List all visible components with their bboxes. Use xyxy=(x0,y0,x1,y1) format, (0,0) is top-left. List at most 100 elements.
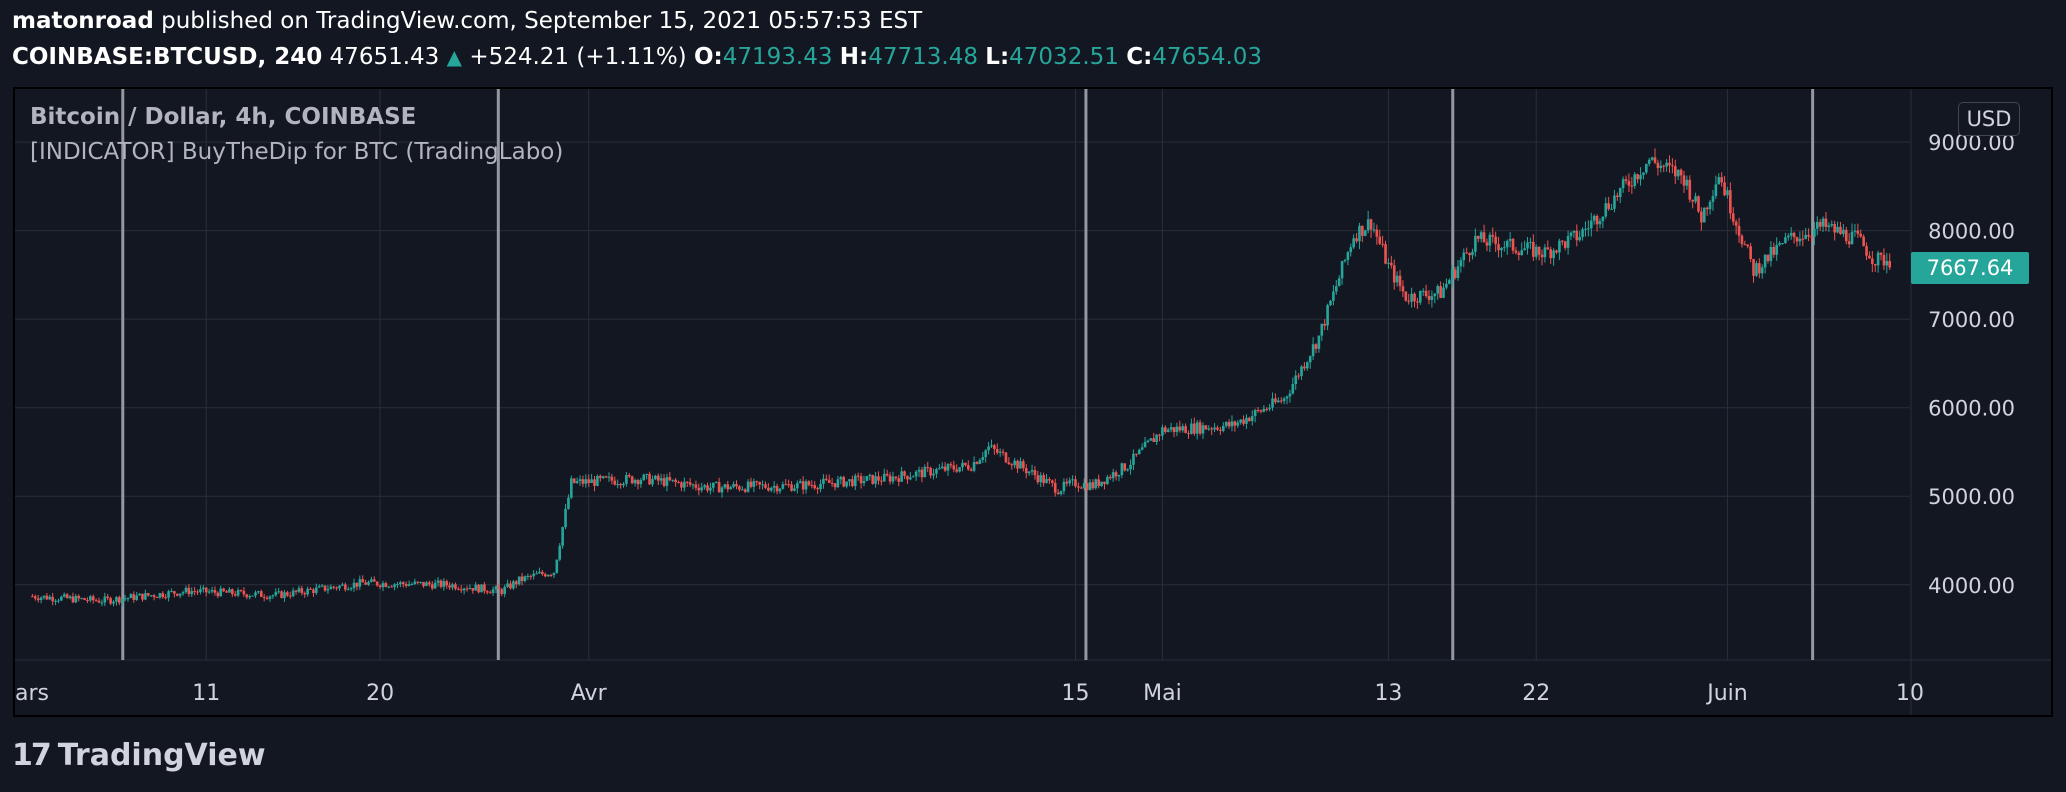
candle-body xyxy=(1572,230,1576,233)
candle-body xyxy=(1004,452,1008,463)
candle-body xyxy=(225,591,228,593)
indicator-legend[interactable]: [INDICATOR] BuyTheDip for BTC (TradingLa… xyxy=(30,139,564,165)
candle-body xyxy=(862,480,866,484)
candle-body xyxy=(254,592,257,596)
candle-body xyxy=(523,576,527,582)
candle-body xyxy=(303,593,307,595)
candle-body xyxy=(387,586,391,588)
candle-body xyxy=(338,585,341,589)
candle-body xyxy=(1888,261,1892,268)
candle-body xyxy=(271,595,275,597)
candle-body xyxy=(283,592,286,598)
y-tick-label: 6000.00 xyxy=(1928,397,2015,421)
candle-body xyxy=(497,586,501,590)
candle-body xyxy=(514,581,518,585)
candle-body xyxy=(1392,265,1396,283)
candle-body xyxy=(1279,400,1283,402)
candle-body xyxy=(1645,163,1648,173)
candle-body xyxy=(1827,225,1831,227)
candle-body xyxy=(1476,235,1480,239)
candle-body xyxy=(1407,300,1411,302)
currency-button[interactable]: USD xyxy=(1958,102,2020,136)
candle-body xyxy=(778,488,782,492)
candle-body xyxy=(535,573,538,575)
candle-body xyxy=(1801,238,1805,240)
candle-body xyxy=(929,467,932,476)
candle-body xyxy=(923,466,927,478)
candle-body xyxy=(419,581,422,583)
candle-body xyxy=(1847,241,1851,245)
candle-body xyxy=(1390,262,1393,266)
candle-body xyxy=(306,588,309,595)
candle-body xyxy=(141,593,144,600)
candle-body xyxy=(1320,323,1324,336)
candle-body xyxy=(1491,234,1495,237)
x-tick-label: Mai xyxy=(1143,681,1182,706)
candle-body xyxy=(268,596,272,599)
candle-body xyxy=(355,582,359,587)
candle-body xyxy=(775,485,779,492)
candle-body xyxy=(196,591,199,593)
candle-body xyxy=(1647,159,1651,164)
candle-body xyxy=(1224,422,1228,426)
candle-body xyxy=(1001,451,1005,453)
candle-body xyxy=(1784,237,1787,243)
candle-body xyxy=(1056,492,1060,495)
candle-body xyxy=(746,481,750,492)
candle-body xyxy=(1071,479,1074,481)
candle-body xyxy=(520,576,524,582)
candle-body xyxy=(845,481,848,487)
candle-body xyxy=(404,584,408,586)
candle-body xyxy=(1720,177,1723,183)
candle-body xyxy=(798,481,802,484)
candle-body xyxy=(1219,429,1222,431)
tradingview-logo[interactable]: 17 TradingView xyxy=(12,738,266,773)
candle-body xyxy=(1019,461,1022,469)
candle-body xyxy=(1807,234,1810,237)
candle-body xyxy=(1363,230,1367,236)
candle-body xyxy=(483,584,486,592)
candle-body xyxy=(1659,165,1663,169)
candle-body xyxy=(222,588,225,592)
candle-body xyxy=(1013,460,1016,466)
candle-body xyxy=(1166,429,1170,433)
candle-body xyxy=(1560,240,1564,242)
candle-body xyxy=(384,583,388,587)
candle-body xyxy=(83,598,86,600)
candle-body xyxy=(825,478,828,480)
candle-body xyxy=(1271,398,1274,408)
candle-body xyxy=(51,596,54,602)
candle-body xyxy=(543,574,547,577)
candle-body xyxy=(1074,479,1077,487)
candle-body xyxy=(248,596,252,598)
candle-body xyxy=(60,596,63,601)
candle-body xyxy=(309,588,312,590)
candle-body xyxy=(1027,471,1031,474)
candle-body xyxy=(126,598,130,600)
candle-body xyxy=(1836,226,1839,233)
candle-body xyxy=(1143,441,1147,448)
candle-body xyxy=(1485,242,1489,246)
author-name[interactable]: matonroad xyxy=(12,8,154,34)
candle-body xyxy=(123,598,127,600)
candle-body xyxy=(1688,179,1692,200)
candle-body xyxy=(749,481,753,487)
candle-body xyxy=(396,584,399,586)
candle-body xyxy=(1729,190,1732,214)
candle-body xyxy=(1546,247,1550,250)
candle-body xyxy=(610,476,614,481)
candle-body xyxy=(422,581,425,587)
candle-body xyxy=(1343,259,1347,262)
candle-body xyxy=(1303,366,1306,369)
candle-body xyxy=(1111,472,1115,479)
candle-body xyxy=(723,484,727,488)
candle-body xyxy=(407,584,411,586)
candle-body xyxy=(717,482,721,493)
high-value: 47713.48 xyxy=(868,44,978,70)
candle-body xyxy=(344,584,347,590)
candle-body xyxy=(433,582,437,589)
candle-body xyxy=(48,596,52,600)
candle-body xyxy=(839,476,843,480)
candle-body xyxy=(1439,286,1442,298)
